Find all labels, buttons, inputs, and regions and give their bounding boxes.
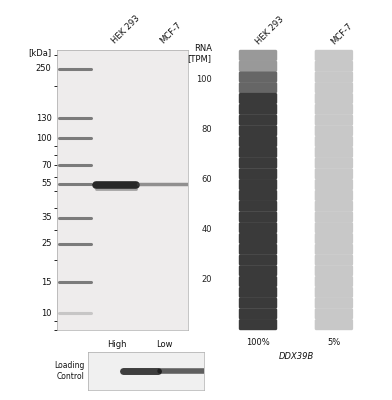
Text: 70: 70 (41, 161, 52, 170)
Text: HEK 293: HEK 293 (254, 15, 285, 47)
Text: RNA
[TPM]: RNA [TPM] (188, 44, 212, 63)
Text: High: High (107, 340, 126, 349)
Text: MCF-7: MCF-7 (330, 22, 354, 47)
Text: HEK 293: HEK 293 (110, 14, 142, 45)
Text: [kDa]: [kDa] (29, 48, 52, 57)
Text: 250: 250 (36, 64, 52, 73)
Text: 60: 60 (201, 175, 212, 184)
Text: 100%: 100% (246, 338, 270, 347)
Text: 10: 10 (41, 308, 52, 318)
Text: 20: 20 (201, 276, 212, 284)
Text: 15: 15 (41, 278, 52, 287)
Text: 55: 55 (41, 179, 52, 188)
Text: MCF-7: MCF-7 (158, 20, 183, 45)
Text: 80: 80 (201, 125, 212, 134)
Text: 100: 100 (36, 134, 52, 143)
Text: 35: 35 (41, 214, 52, 222)
Text: 40: 40 (201, 225, 212, 234)
Text: Loading
Control: Loading Control (54, 361, 84, 381)
Text: 100: 100 (196, 75, 212, 84)
Text: 130: 130 (36, 114, 52, 123)
Text: 25: 25 (41, 239, 52, 248)
Text: Low: Low (156, 340, 173, 349)
Text: DDX39B: DDX39B (278, 352, 314, 361)
Text: 5%: 5% (327, 338, 341, 347)
